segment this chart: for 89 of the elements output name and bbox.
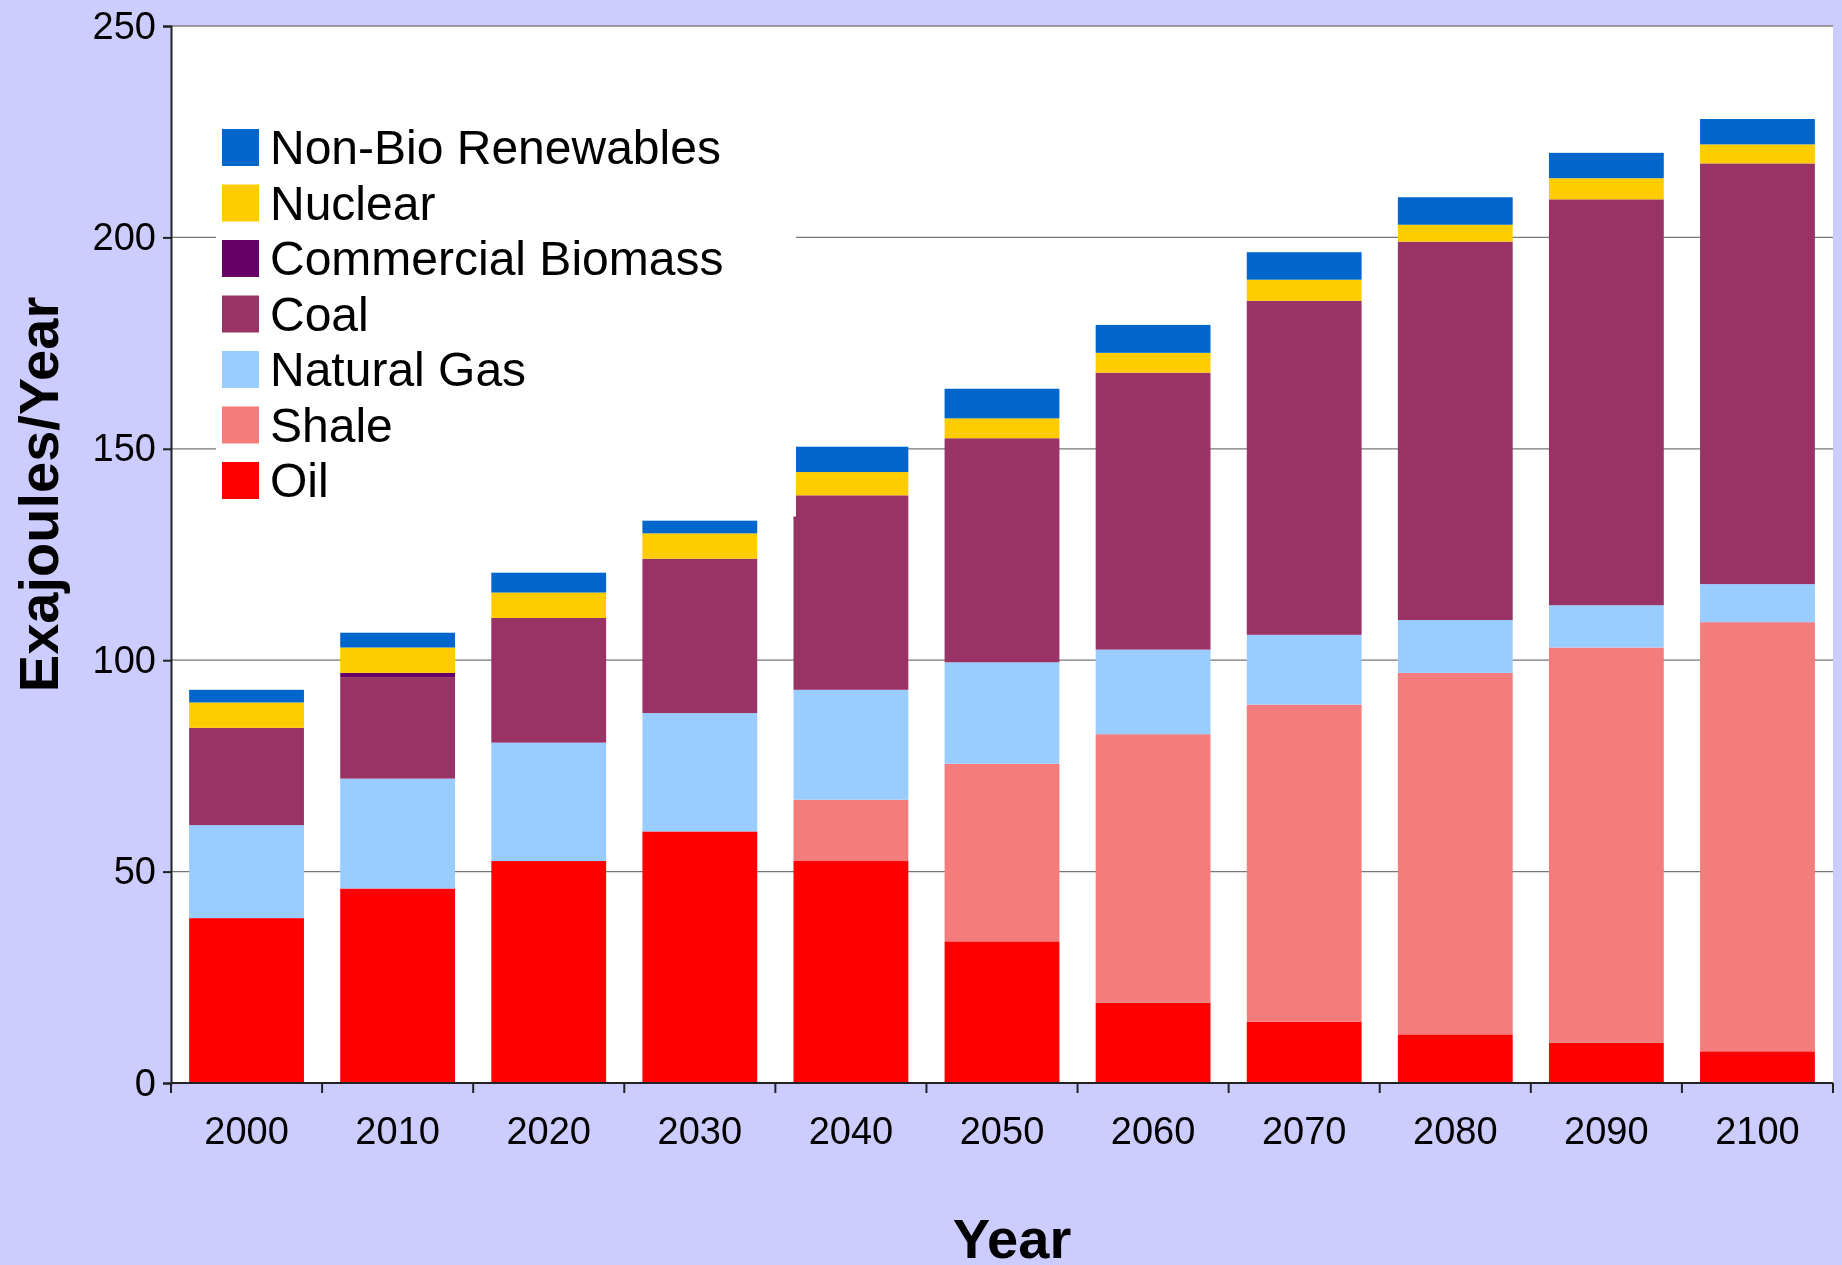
bar [1397, 620, 1513, 673]
bar [1397, 1034, 1513, 1083]
bar [793, 799, 909, 862]
bar [491, 742, 607, 862]
bar [642, 558, 758, 714]
bar [944, 418, 1060, 439]
bar [1700, 119, 1815, 145]
bar [340, 647, 456, 673]
bar [340, 888, 456, 1083]
bar [944, 763, 1060, 942]
x-tick-label: 2030 [657, 1110, 743, 1152]
bar [1700, 144, 1815, 164]
bar [1548, 199, 1664, 606]
bar [1548, 647, 1664, 1043]
bar [1246, 252, 1362, 280]
bar [491, 592, 607, 618]
bar [1548, 178, 1664, 200]
bar [189, 918, 304, 1083]
bar [1095, 734, 1211, 1003]
bar [491, 617, 607, 743]
bar [1548, 605, 1664, 648]
bar [944, 388, 1060, 419]
bar [1095, 352, 1211, 373]
bar [1246, 279, 1362, 301]
bar [1700, 622, 1815, 1052]
bar [340, 632, 456, 648]
x-tick-label: 2080 [1413, 1110, 1498, 1152]
bar [793, 446, 909, 473]
bar [1246, 1021, 1362, 1083]
bar [1397, 197, 1513, 225]
x-tick-label: 2050 [959, 1110, 1045, 1152]
bar [189, 689, 304, 703]
y-tick-label: 0 [134, 1061, 156, 1104]
bar [1397, 224, 1513, 242]
x-tick-label: 2100 [1715, 1110, 1800, 1152]
bar [1095, 324, 1211, 353]
x-tick-label: 2060 [1110, 1110, 1196, 1152]
bar [1700, 1051, 1815, 1083]
legend-label: Nuclear [270, 176, 436, 230]
bar [1700, 584, 1815, 623]
legend-label: Non-Bio Renewables [270, 121, 721, 174]
bar [189, 727, 304, 826]
bar [793, 689, 909, 800]
bar [793, 495, 909, 690]
x-tick-label: 2090 [1564, 1110, 1649, 1152]
bar [1246, 300, 1362, 635]
bar [1548, 1042, 1664, 1083]
bar [642, 533, 758, 559]
x-tick-label: 2070 [1261, 1110, 1347, 1152]
bar [944, 662, 1060, 764]
bar [944, 941, 1060, 1083]
bar [1095, 372, 1211, 650]
bar [1246, 704, 1362, 1022]
y-tick-label: 200 [92, 216, 156, 259]
x-tick-label: 2000 [204, 1110, 289, 1152]
x-axis-title: Year [952, 1207, 1072, 1265]
bar [1095, 649, 1211, 735]
bar [793, 472, 909, 496]
legend-label: Coal [270, 287, 369, 341]
bar [642, 831, 758, 1083]
bar [1548, 152, 1664, 179]
y-tick-label: 50 [113, 850, 156, 893]
bar [1397, 241, 1513, 621]
bar [340, 778, 456, 889]
bar [491, 572, 607, 593]
bar [340, 672, 456, 678]
bar [1700, 163, 1815, 585]
bar [340, 677, 456, 779]
bar [642, 520, 758, 534]
legend-label: Commercial Biomass [270, 232, 724, 285]
bar [189, 702, 304, 728]
x-tick-label: 2010 [355, 1110, 440, 1152]
x-tick-label: 2040 [808, 1110, 894, 1152]
y-tick-label: 150 [92, 427, 156, 470]
bar [189, 825, 304, 919]
bar [642, 713, 758, 832]
bar [793, 861, 909, 1083]
x-tick-label: 2020 [506, 1110, 591, 1152]
bar [1397, 672, 1513, 1035]
bar [1246, 634, 1362, 705]
bar [491, 861, 607, 1083]
y-tick-label: 250 [92, 4, 156, 47]
legend-label: Oil [270, 454, 329, 507]
bar [944, 438, 1060, 663]
y-tick-label: 100 [92, 638, 156, 681]
legend-label: Shale [270, 398, 393, 452]
y-axis-title: Exajoules/Year [7, 296, 70, 693]
legend-label: Natural Gas [270, 343, 527, 396]
bar [1095, 1002, 1211, 1083]
